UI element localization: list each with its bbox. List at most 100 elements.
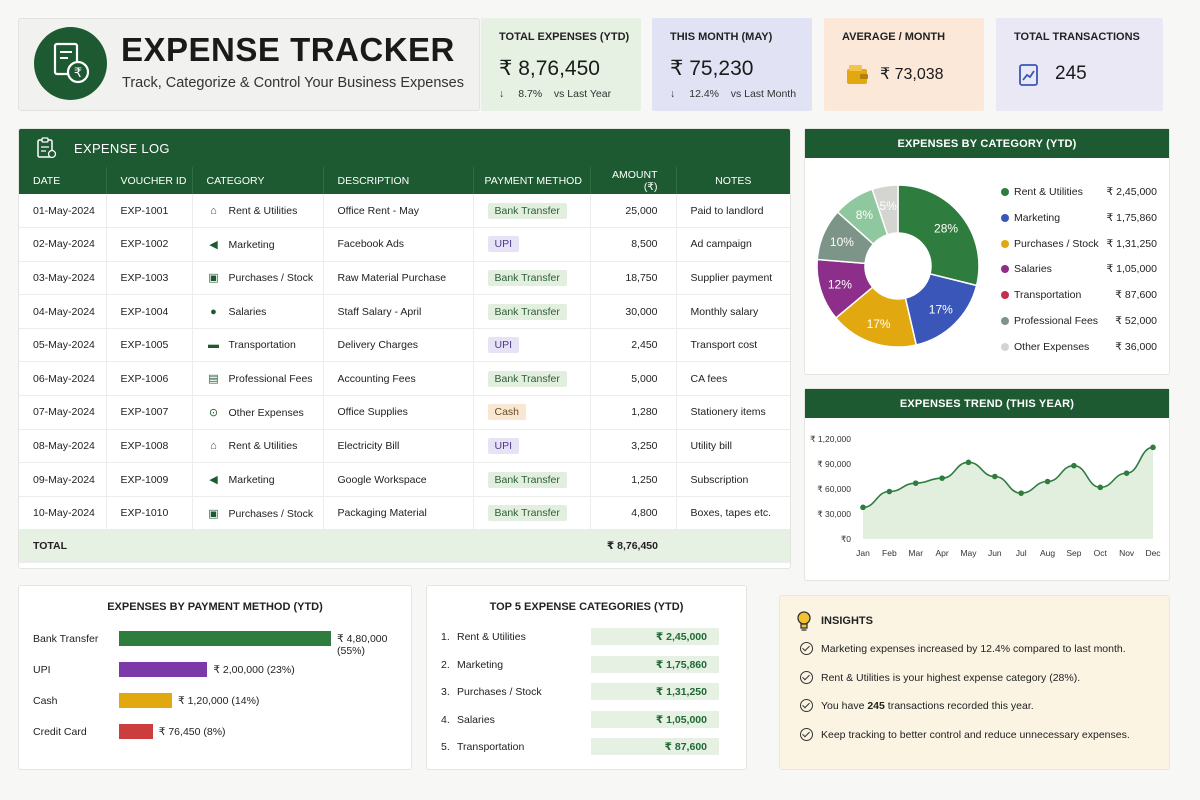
insight-text-part: transactions recorded this year. bbox=[884, 700, 1034, 712]
y-tick-label: ₹ 60,000 bbox=[817, 484, 851, 494]
trend-point[interactable] bbox=[1150, 444, 1156, 451]
table-row[interactable]: 09-May-2024 EXP-1009 ◀ Marketing Google Work… bbox=[19, 462, 790, 497]
table-row[interactable]: 10-May-2024 EXP-1010 ▣ Purchases / Stock Pac… bbox=[19, 496, 790, 531]
top5-item: 5. Transportation ₹ 87,600 bbox=[441, 738, 741, 758]
col-payment-method[interactable]: PAYMENT METHOD bbox=[473, 167, 591, 194]
title-card: ₹ EXPENSE TRACKER Track, Categorize & Co… bbox=[18, 18, 480, 111]
insight-text: You have 245 transactions recorded this … bbox=[821, 700, 1034, 712]
cell-category: ⌂ Rent & Utilities bbox=[192, 429, 324, 464]
megaphone-icon: ◀ bbox=[209, 238, 218, 251]
arrow-down-icon: ↓ bbox=[499, 88, 505, 100]
top5-rank: 2. bbox=[441, 658, 450, 671]
home-icon: ⌂ bbox=[210, 439, 217, 452]
table-row[interactable]: 05-May-2024 EXP-1005 ▬ Transportation Delive… bbox=[19, 328, 790, 363]
cell-notes: Supplier payment bbox=[676, 261, 790, 296]
payment-row: Bank Transfer ₹ 4,80,000 (55%) bbox=[33, 631, 403, 657]
app-subtitle: Track, Categorize & Control Your Busines… bbox=[122, 75, 464, 91]
x-tick-label: Mar bbox=[908, 548, 923, 558]
cell-date: 10-May-2024 bbox=[19, 496, 107, 531]
trend-point[interactable] bbox=[1044, 478, 1051, 485]
trend-point[interactable] bbox=[965, 459, 972, 466]
donut-slice-7[interactable] bbox=[871, 184, 899, 236]
payment-row: UPI ₹ 2,00,000 (23%) bbox=[33, 662, 403, 682]
donut-slice-1[interactable] bbox=[897, 184, 980, 287]
payment-bar[interactable] bbox=[119, 662, 208, 677]
check-circle-icon bbox=[800, 642, 813, 655]
cell-category: ▤ Professional Fees bbox=[192, 361, 324, 397]
col-amount[interactable]: AMOUNT (₹) bbox=[590, 167, 677, 194]
trend-point[interactable] bbox=[1097, 484, 1104, 491]
top5-rank: 3. bbox=[441, 686, 450, 698]
payment-bar[interactable] bbox=[119, 724, 153, 739]
col-notes[interactable]: NOTES bbox=[676, 167, 790, 194]
top5-title: TOP 5 EXPENSE CATEGORIES (YTD) bbox=[489, 601, 684, 613]
category-label: Purchases / Stock bbox=[228, 507, 314, 520]
expense-log-panel: EXPENSE LOG DATE VOUCHER ID CATEGORY DES… bbox=[18, 128, 791, 569]
donut-slice-label: 8% bbox=[856, 208, 874, 222]
cell-category: ◀ Marketing bbox=[192, 462, 324, 497]
legend-name: Professional Fees bbox=[1014, 314, 1099, 327]
trend-point[interactable] bbox=[1071, 462, 1077, 469]
table-row[interactable]: 08-May-2024 EXP-1008 ⌂ Rent & Utilities Elec… bbox=[19, 429, 790, 464]
payment-badge: UPI bbox=[487, 236, 520, 253]
cell-amount: 30,000 bbox=[590, 294, 677, 329]
cell-notes: Transport cost bbox=[676, 328, 790, 363]
insight-text-part: You have bbox=[821, 700, 868, 712]
trend-point[interactable] bbox=[992, 473, 998, 480]
top5-name: Transportation bbox=[457, 741, 525, 753]
y-tick-label: ₹ 90,000 bbox=[817, 459, 851, 469]
cell-amount: 4,800 bbox=[590, 496, 677, 531]
category-label: Rent & Utilities bbox=[228, 439, 298, 452]
briefcase-icon: ▤ bbox=[208, 373, 219, 386]
x-tick-label: Jul bbox=[1016, 548, 1027, 558]
trend-point[interactable] bbox=[912, 480, 919, 486]
cell-voucher: EXP-1002 bbox=[106, 227, 193, 262]
cell-date: 05-May-2024 bbox=[19, 328, 107, 363]
trend-point[interactable] bbox=[886, 488, 893, 495]
cell-date: 08-May-2024 bbox=[19, 429, 107, 464]
payment-badge: Bank Transfer bbox=[487, 202, 567, 219]
x-tick-label: Aug bbox=[1040, 548, 1055, 558]
top5-name: Salaries bbox=[457, 713, 495, 726]
app-title: EXPENSE TRACKER bbox=[121, 31, 455, 68]
cell-category: ⊙ Other Expenses bbox=[192, 395, 324, 430]
trend-point[interactable] bbox=[1123, 470, 1130, 476]
payment-row: Cash ₹ 1,20,000 (14%) bbox=[33, 693, 403, 713]
col-description[interactable]: DESCRIPTION bbox=[323, 167, 474, 194]
payment-bar[interactable] bbox=[119, 631, 331, 646]
table-row[interactable]: 04-May-2024 EXP-1004 ● Salaries Staff Salary… bbox=[19, 294, 790, 329]
cell-description: Packaging Material bbox=[323, 496, 474, 531]
trend-point[interactable] bbox=[860, 504, 866, 511]
cell-description: Google Workspace bbox=[323, 462, 474, 497]
kpi-value: ₹ 73,038 bbox=[880, 66, 944, 83]
cell-description: Office Rent - May bbox=[323, 194, 474, 229]
person-icon: ● bbox=[210, 305, 217, 318]
legend-value: ₹ 1,05,000 bbox=[1106, 263, 1157, 276]
payment-badge: Bank Transfer bbox=[487, 370, 567, 387]
legend-value: ₹ 36,000 bbox=[1115, 340, 1157, 353]
payment-bar[interactable] bbox=[119, 693, 172, 708]
col-category[interactable]: CATEGORY bbox=[192, 167, 324, 194]
insight-text-part: Marketing expenses increased by 12.4% co… bbox=[821, 643, 1126, 655]
table-row[interactable]: 03-May-2024 EXP-1003 ▣ Purchases / Stock Raw… bbox=[19, 261, 790, 296]
payment-badge: Bank Transfer bbox=[487, 471, 567, 488]
table-row[interactable]: 07-May-2024 EXP-1007 ⊙ Other Expenses Office… bbox=[19, 395, 790, 430]
top5-bar bbox=[591, 655, 719, 673]
trend-point[interactable] bbox=[1018, 490, 1024, 496]
top5-value: ₹ 1,75,860 bbox=[655, 658, 707, 671]
table-row[interactable]: 02-May-2024 EXP-1002 ◀ Marketing Facebook Ad… bbox=[19, 227, 790, 262]
trend-point[interactable] bbox=[939, 475, 945, 481]
payment-badge: Bank Transfer bbox=[487, 269, 567, 286]
table-row[interactable]: 06-May-2024 EXP-1006 ▤ Professional Fees Acc… bbox=[19, 361, 790, 397]
col-voucher-id[interactable]: VOUCHER ID bbox=[106, 167, 193, 194]
x-tick-label: Oct bbox=[1094, 548, 1108, 558]
box-icon: ▣ bbox=[208, 272, 219, 285]
donut-slice-label: 28% bbox=[934, 221, 958, 235]
col-date[interactable]: DATE bbox=[19, 167, 107, 194]
legend-swatch bbox=[1001, 265, 1009, 274]
cell-date: 02-May-2024 bbox=[19, 227, 107, 262]
top5-name: Marketing bbox=[457, 658, 504, 671]
top5-value: ₹ 2,45,000 bbox=[655, 631, 707, 643]
legend-value: ₹ 1,31,250 bbox=[1106, 237, 1157, 250]
table-row[interactable]: 01-May-2024 EXP-1001 ⌂ Rent & Utilities Offi… bbox=[19, 194, 790, 229]
